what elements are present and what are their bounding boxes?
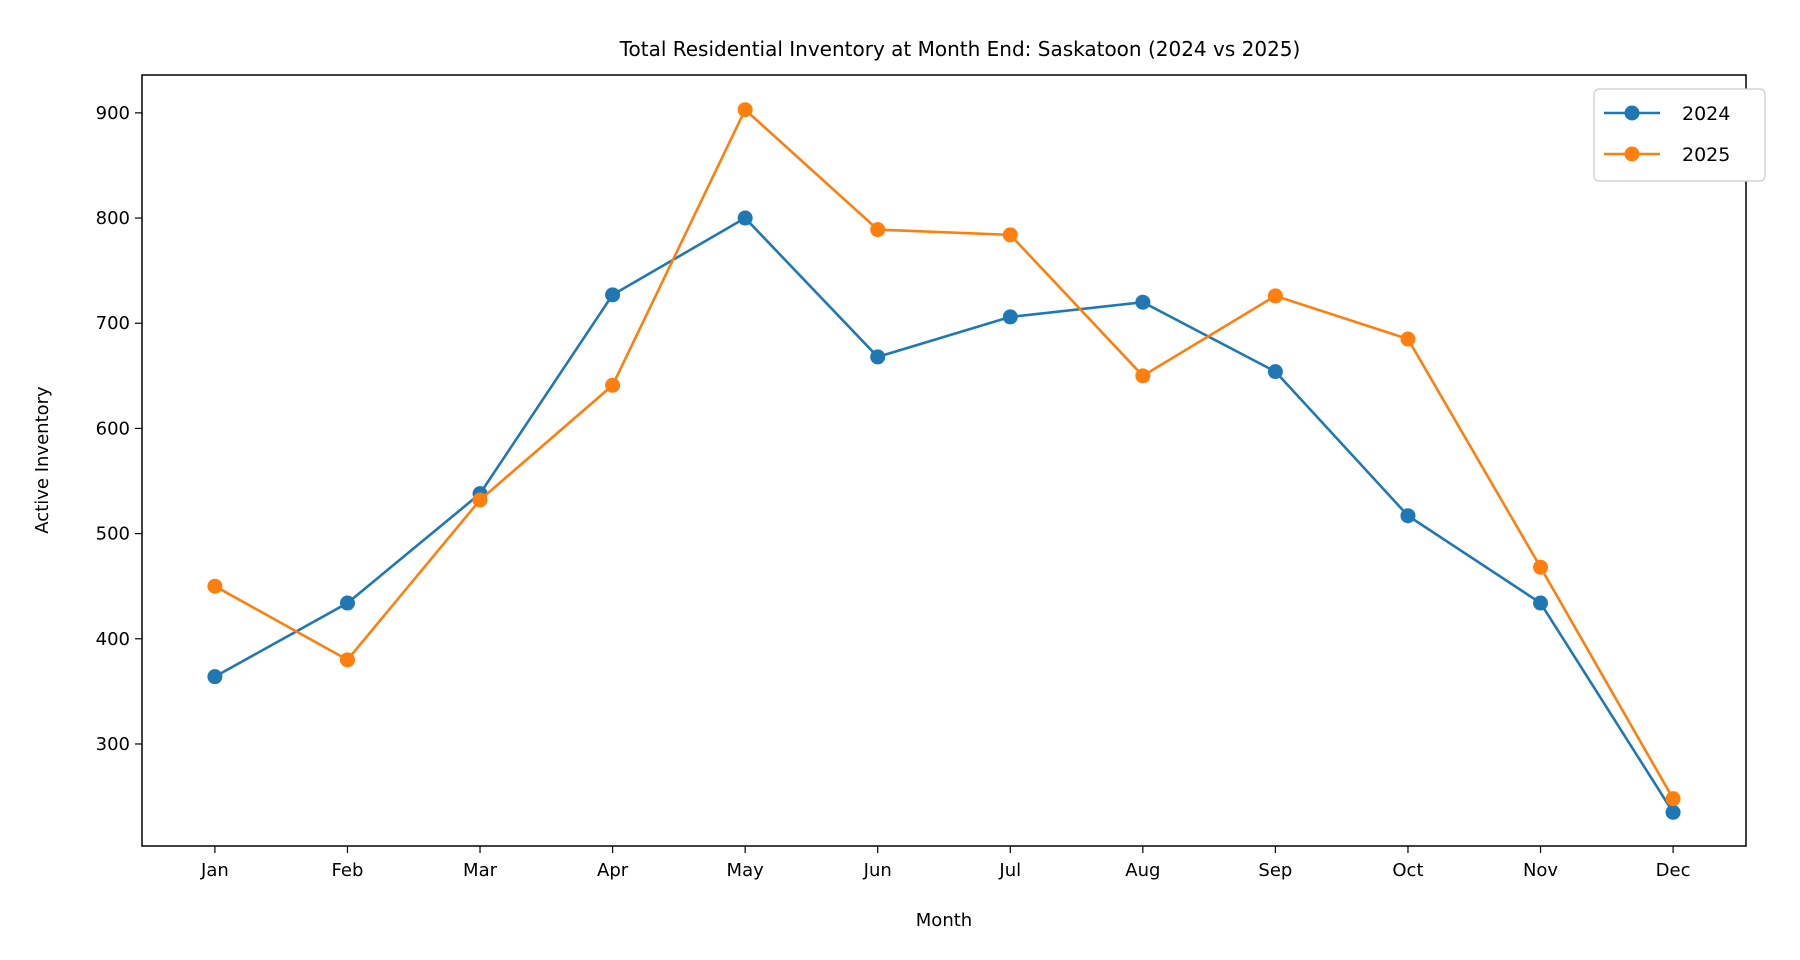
legend-marker-2025 xyxy=(1624,146,1640,162)
x-tick-label: Oct xyxy=(1392,860,1423,881)
data-point-2024 xyxy=(737,210,753,226)
series-line-2025 xyxy=(214,107,1675,800)
y-tick-label: 700 xyxy=(96,313,130,334)
data-point-2025 xyxy=(605,377,621,393)
legend-label-2024: 2024 xyxy=(1682,103,1730,125)
y-tick-label: 600 xyxy=(96,418,130,439)
data-point-2025 xyxy=(339,652,355,668)
x-tick-label: Mar xyxy=(463,860,498,881)
axes-frame xyxy=(141,74,1747,847)
y-tick-label: 400 xyxy=(96,629,130,650)
data-point-2024 xyxy=(870,349,886,365)
series-line-2024 xyxy=(214,216,1675,814)
legend-box xyxy=(1593,88,1766,182)
x-tick-label: Sep xyxy=(1258,860,1292,881)
x-tick-label: May xyxy=(727,860,765,881)
data-point-2024 xyxy=(1400,508,1416,524)
data-point-2025 xyxy=(1267,288,1283,304)
data-point-2025 xyxy=(737,102,753,118)
x-tick-label: Jan xyxy=(200,860,229,881)
data-point-2024 xyxy=(1533,595,1549,611)
x-tick-label: Feb xyxy=(332,860,364,881)
data-point-2025 xyxy=(472,492,488,508)
y-axis-label: Active Inventory xyxy=(32,386,53,534)
y-tick-label: 300 xyxy=(96,734,130,755)
data-point-2025 xyxy=(1135,368,1151,384)
data-point-2024 xyxy=(1135,294,1151,310)
x-tick-label: Jun xyxy=(863,860,892,881)
data-point-2025 xyxy=(1400,331,1416,347)
x-tick-label: Nov xyxy=(1523,860,1558,881)
x-axis-label: Month xyxy=(916,910,972,931)
data-point-2025 xyxy=(870,222,886,238)
data-point-2025 xyxy=(1533,559,1549,575)
y-tick-label: 500 xyxy=(96,524,130,545)
data-point-2024 xyxy=(605,287,621,303)
data-point-2024 xyxy=(339,595,355,611)
x-tick-label: Dec xyxy=(1656,860,1691,881)
y-tick-label: 800 xyxy=(96,208,130,229)
data-point-2024 xyxy=(1002,309,1018,325)
x-tick-label: Aug xyxy=(1125,860,1160,881)
legend: 2024 2025 xyxy=(1593,88,1766,182)
x-tick-label: Apr xyxy=(597,860,629,881)
data-point-2024 xyxy=(1267,364,1283,380)
data-point-2025 xyxy=(207,578,223,594)
data-point-2025 xyxy=(1665,791,1681,807)
y-tick-label: 900 xyxy=(96,103,130,124)
data-point-2025 xyxy=(1002,227,1018,243)
legend-marker-2024 xyxy=(1624,105,1640,121)
legend-label-2025: 2025 xyxy=(1682,144,1730,166)
chart-title: Total Residential Inventory at Month End… xyxy=(619,37,1301,61)
data-point-2024 xyxy=(207,669,223,685)
x-tick-label: Jul xyxy=(998,860,1021,881)
data-point-2024 xyxy=(1665,804,1681,820)
